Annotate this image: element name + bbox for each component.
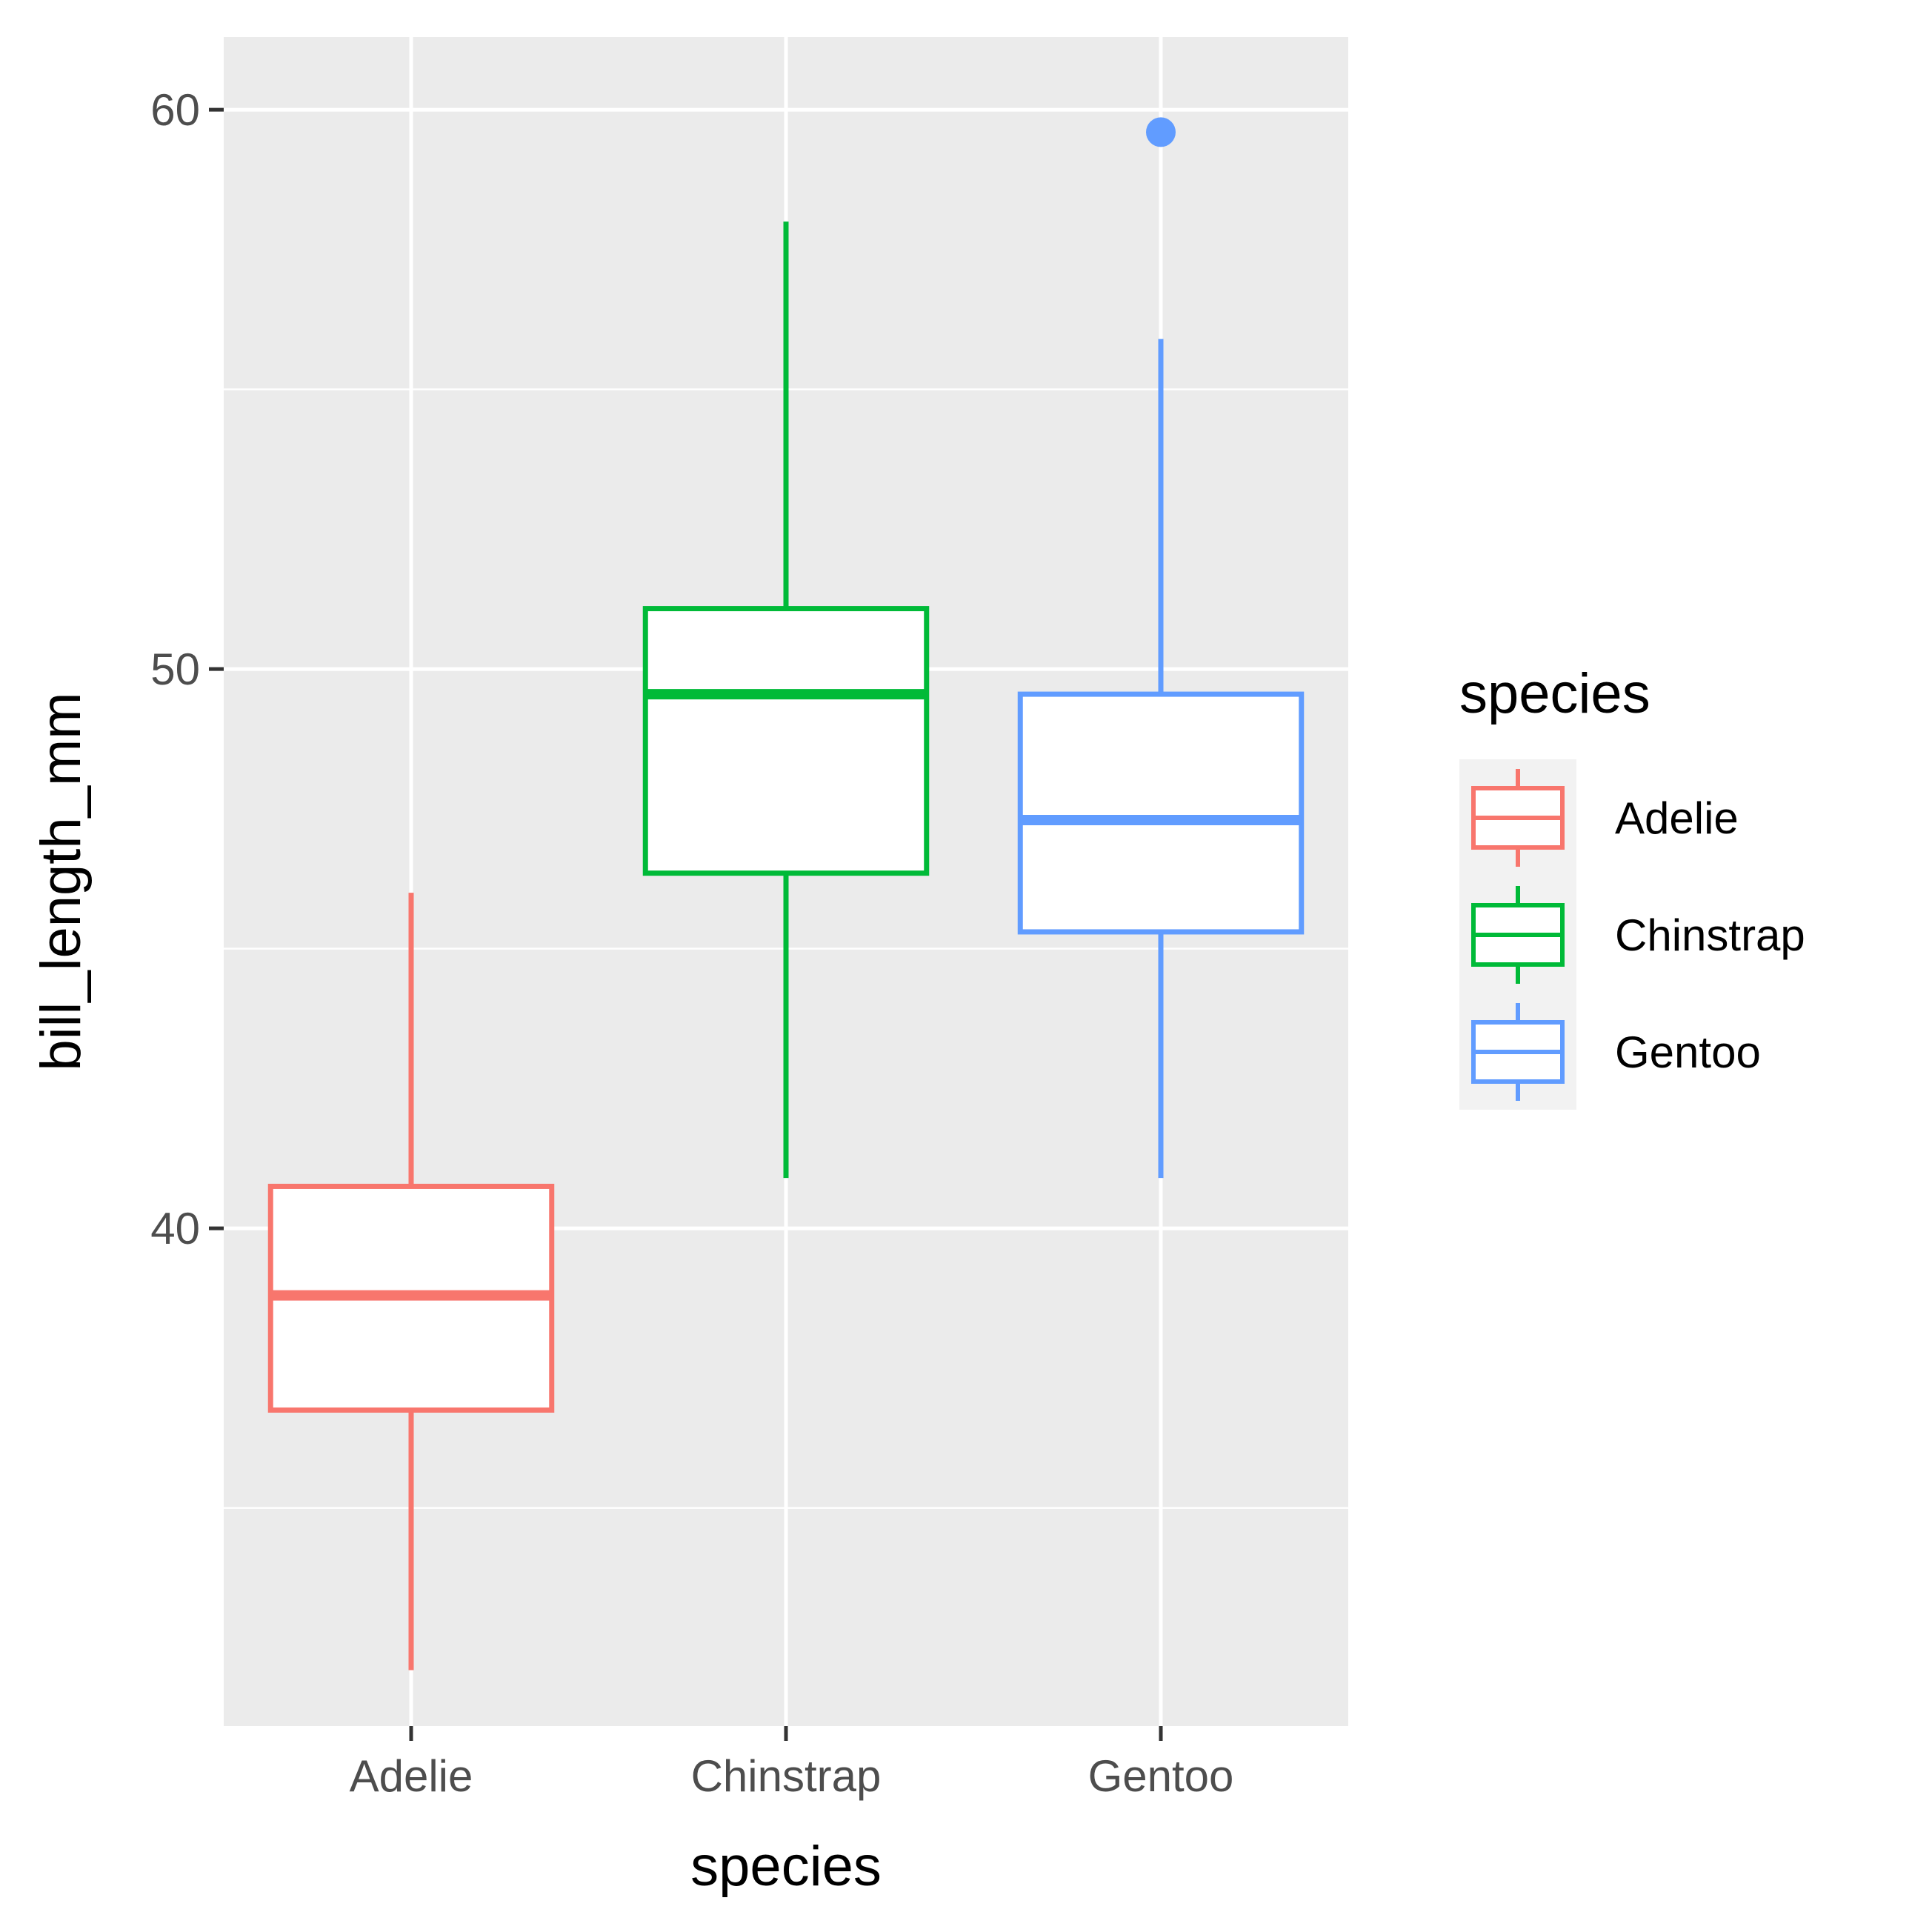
legend-label: Gentoo	[1615, 1027, 1761, 1077]
y-tick-label: 50	[150, 644, 200, 694]
box-body	[642, 606, 930, 876]
y-axis-title: bill_length_mm	[30, 692, 93, 1070]
y-axis: 40 50 60	[150, 85, 224, 1253]
x-tick-label: Chinstrap	[691, 1751, 882, 1801]
x-tick-label: Gentoo	[1088, 1751, 1234, 1801]
box-gentoo	[1017, 117, 1305, 1179]
legend-item-adelie: Adelie	[1471, 769, 1739, 867]
legend-key-gentoo	[1471, 1003, 1565, 1101]
legend-key-adelie	[1471, 769, 1565, 867]
box-adelie	[267, 893, 555, 1670]
y-tick-label: 40	[150, 1204, 200, 1253]
x-axis: Adelie Chinstrap Gentoo	[350, 1726, 1234, 1801]
boxes	[267, 117, 1305, 1670]
legend-label: Chinstrap	[1615, 910, 1805, 960]
legend-item-chinstrap: Chinstrap	[1471, 886, 1805, 984]
x-tick-label: Adelie	[350, 1751, 473, 1801]
legend-item-gentoo: Gentoo	[1471, 1003, 1761, 1101]
box-chinstrap	[642, 221, 930, 1179]
box-body	[1017, 691, 1305, 935]
legend-key-chinstrap	[1471, 886, 1565, 984]
y-tick-label: 60	[150, 85, 200, 135]
legend-label: Adelie	[1615, 793, 1739, 843]
x-axis-title: species	[690, 1835, 882, 1898]
legend-title: species	[1459, 662, 1650, 725]
outlier-point	[1146, 117, 1176, 147]
legend: species Adelie Chinstrap Gentoo	[1459, 662, 1805, 1110]
